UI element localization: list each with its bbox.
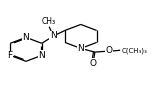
Text: N: N — [23, 33, 29, 42]
Text: N: N — [50, 31, 57, 40]
Text: C(CH₃)₃: C(CH₃)₃ — [122, 47, 147, 53]
Text: N: N — [77, 44, 84, 53]
Text: F: F — [7, 51, 12, 60]
Text: CH₃: CH₃ — [42, 17, 56, 26]
Text: N: N — [38, 51, 45, 60]
Text: O: O — [90, 59, 97, 68]
Text: O: O — [105, 46, 112, 55]
